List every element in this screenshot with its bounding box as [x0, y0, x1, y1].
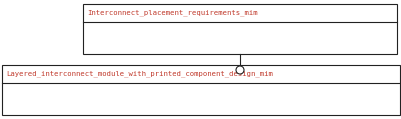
Text: Interconnect_placement_requirements_mim: Interconnect_placement_requirements_mim: [87, 10, 257, 16]
Ellipse shape: [235, 66, 243, 74]
Text: Layered_interconnect_module_with_printed_component_design_mim: Layered_interconnect_module_with_printed…: [6, 71, 272, 77]
Bar: [2, 65, 399, 115]
Bar: [83, 4, 396, 54]
